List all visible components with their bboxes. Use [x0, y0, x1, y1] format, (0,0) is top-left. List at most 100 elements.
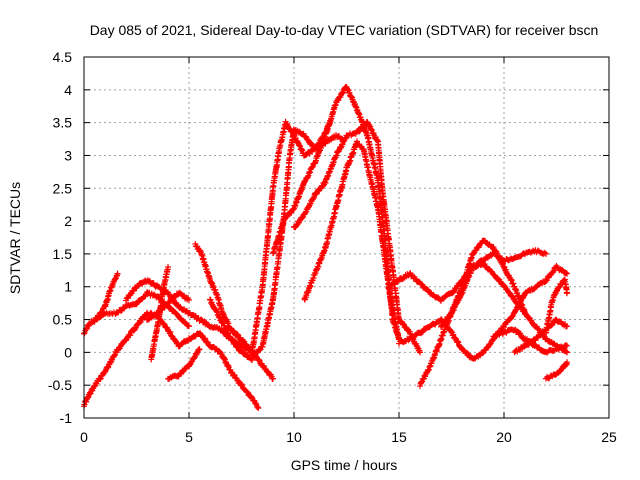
data-point: [541, 249, 548, 256]
data-point: [509, 313, 516, 320]
data-point: [454, 338, 461, 345]
data-point: [550, 269, 556, 276]
data-point: [249, 357, 255, 364]
series-0: [81, 309, 262, 412]
data-point: [186, 296, 192, 303]
data-point: [563, 348, 570, 355]
data-point: [564, 290, 570, 297]
axis-ticks: [83, 56, 610, 419]
data-point: [231, 328, 238, 335]
data-point: [252, 352, 259, 359]
data-point: [481, 261, 488, 268]
series-11: [291, 119, 423, 356]
data-point: [464, 350, 471, 357]
x-tick-label: 5: [185, 429, 193, 445]
chart-title: Day 085 of 2021, Sidereal Day-to-day VTE…: [90, 22, 599, 38]
data-point: [114, 270, 121, 277]
data-point: [357, 127, 364, 134]
data-point: [270, 375, 276, 382]
y-tick-label: 2.5: [53, 180, 73, 196]
data-point: [451, 334, 458, 341]
data-point: [196, 346, 203, 353]
data-point: [173, 310, 180, 317]
data-point: [238, 381, 245, 388]
y-tick-labels: -1 -0.5 0 0.5 1 1.5 2 2.5 3 3.5 4 4.5: [48, 49, 72, 426]
data-point: [194, 350, 201, 357]
data-point: [336, 94, 343, 101]
series-9: [249, 118, 333, 355]
y-tick-label: 4.5: [53, 49, 73, 65]
data-point: [151, 291, 157, 298]
data-point: [400, 320, 407, 327]
data-point: [557, 367, 564, 374]
plot-area-frame: [83, 56, 610, 419]
series-20: [511, 316, 570, 356]
data-point: [564, 342, 570, 349]
x-tick-label: 0: [80, 429, 88, 445]
data-point: [239, 382, 246, 389]
x-tick-label: 20: [496, 429, 512, 445]
series-7: [192, 240, 276, 382]
series-6: [165, 346, 203, 383]
data-point: [160, 320, 167, 327]
data-point: [97, 375, 104, 382]
data-point: [173, 339, 180, 346]
data-point: [127, 332, 134, 339]
series-19: [543, 359, 570, 382]
data-point: [256, 357, 263, 364]
series-5: [144, 289, 192, 323]
x-tick-label: 10: [286, 429, 302, 445]
data-point: [285, 125, 292, 132]
grid-lines: [84, 57, 609, 418]
data-point: [511, 295, 518, 302]
data-point: [352, 130, 359, 137]
series-4: [148, 264, 171, 363]
x-axis-label: GPS time / hours: [291, 457, 398, 473]
y-tick-label: 4: [64, 82, 72, 98]
data-point: [564, 270, 570, 277]
data-point: [289, 128, 296, 135]
data-point: [283, 120, 290, 127]
data-point: [254, 403, 261, 410]
data-point: [340, 89, 347, 96]
y-tick-label: -0.5: [48, 377, 72, 393]
data-point: [83, 326, 90, 333]
x-tick-label: 25: [601, 429, 617, 445]
y-tick-label: 2: [64, 213, 72, 229]
y-tick-label: 3: [64, 147, 72, 163]
data-point: [167, 329, 174, 336]
data-point: [356, 128, 363, 135]
data-point: [517, 302, 524, 309]
data-point: [230, 327, 237, 334]
data-point: [564, 323, 570, 330]
y-tick-label: 0.5: [53, 312, 73, 328]
y-axis-label: SDTVAR / TECUs: [7, 182, 23, 294]
y-tick-label: 1: [64, 279, 72, 295]
data-points: [81, 83, 570, 412]
data-point: [564, 359, 570, 366]
x-tick-label: 15: [391, 429, 407, 445]
data-point: [563, 269, 570, 276]
data-point: [165, 264, 171, 271]
data-point: [195, 346, 202, 353]
data-point: [242, 350, 249, 357]
data-point: [125, 295, 132, 302]
data-point: [202, 335, 209, 342]
data-point: [256, 356, 262, 363]
y-tick-label: 0: [64, 344, 72, 360]
data-point: [132, 325, 139, 332]
data-point: [309, 148, 316, 155]
y-tick-label: 1.5: [53, 246, 73, 262]
data-point: [337, 94, 344, 101]
data-point: [543, 250, 549, 257]
x-tick-labels: 0 5 10 15 20 25: [80, 429, 617, 445]
series-2: [91, 289, 192, 330]
data-point: [186, 323, 192, 330]
data-point: [535, 325, 542, 332]
series-12: [301, 138, 402, 343]
y-tick-label: -1: [60, 410, 73, 426]
y-tick-label: 3.5: [53, 115, 73, 131]
data-point: [255, 405, 262, 412]
